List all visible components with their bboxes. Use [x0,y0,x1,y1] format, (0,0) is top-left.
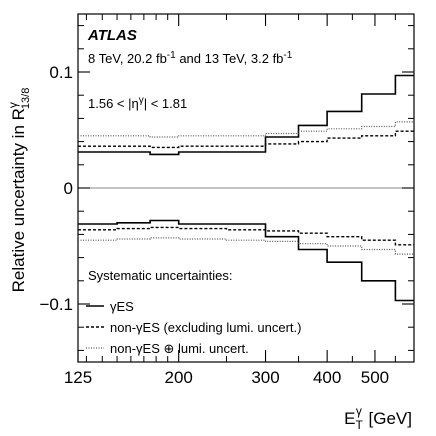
legend: Systematic uncertainties: γES non-γES (e… [86,268,301,356]
chart-title: ATLAS [87,27,137,44]
legend-entry-non-gammaes-lumi: non-γES ⊕ lumi. uncert. [110,341,249,356]
x-tick-label: 300 [251,368,279,387]
series-1-down-line [78,226,414,246]
series-1-up-line [78,130,414,149]
series-group [78,74,414,302]
x-tick-label: 400 [313,368,341,387]
legend-entry-non-gammaes: non-γES (excluding lumi. uncert.) [110,320,301,335]
x-axis-title: ETγ [GeV] [344,404,412,432]
y-tick-label: −0.1 [39,295,73,314]
legend-entry-gammaes: γES [110,299,134,314]
chart-subtitle: 8 TeV, 20.2 fb-1 and 13 TeV, 3.2 fb-1 [88,50,293,66]
y-tick-label: 0 [64,179,73,198]
x-tick-label: 125 [64,368,92,387]
x-tick-label: 500 [361,368,389,387]
series-2-down-line [78,237,414,255]
series-0-up-line [78,74,414,156]
series-0-down-line [78,219,414,302]
x-tick-label: 200 [164,368,192,387]
y-tick-label: 0.1 [49,63,73,82]
series-2-up-line [78,121,414,138]
legend-title: Systematic uncertainties: [88,268,233,283]
y-axis-title: Relative uncertainty in Rγ13/8 [6,88,32,293]
ticks-group: 125 200 300 400 500 0.1 0 −0.1 [39,14,415,387]
region-label: 1.56 < |ηγ| < 1.81 [88,95,187,111]
